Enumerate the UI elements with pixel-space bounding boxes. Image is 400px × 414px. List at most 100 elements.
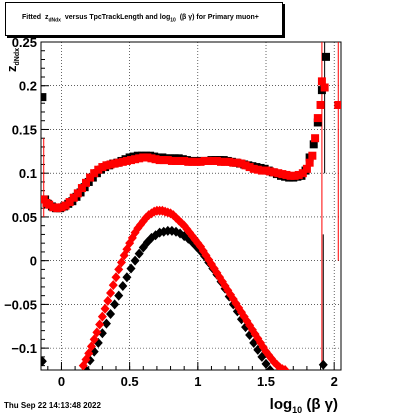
data-point [86,341,96,352]
data-point [106,160,115,169]
x-tick-label: 0 [58,374,65,389]
data-point [155,156,164,165]
data-point [204,156,213,165]
data-point [270,168,279,177]
data-point [97,311,107,322]
data-point [103,295,113,306]
data-point [266,167,275,176]
data-point [65,198,74,207]
data-point [94,165,103,174]
data-point [106,309,116,320]
data-point [97,328,107,339]
data-point [127,156,135,165]
y-tick-label: 0.1 [19,166,37,181]
data-point [278,170,287,179]
data-point [147,154,156,163]
data-point [73,189,82,198]
data-point [318,359,328,370]
data-point [41,93,47,102]
data-point [61,201,70,210]
chart-title: Fitted zdNdx versus TpcTrackLength and l… [22,14,259,24]
data-point [45,200,54,209]
data-point [247,324,257,335]
data-point [69,193,78,202]
data-point [84,348,94,359]
data-point [282,170,291,179]
data-point [106,288,116,299]
data-point [196,157,205,166]
data-point [305,158,314,167]
data-point [100,303,110,314]
data-point [114,264,124,275]
data-markers [41,52,341,392]
data-point [320,83,329,92]
data-point [167,156,176,165]
data-point [245,163,254,172]
data-point [101,318,111,329]
data-point [90,169,99,178]
data-point [208,156,217,165]
data-point [111,272,121,283]
data-point [278,382,287,392]
data-point [82,178,90,187]
data-point [118,281,128,292]
data-point [311,134,320,143]
data-point [298,169,307,178]
y-axis-label: zdNdx [4,48,21,72]
data-point [317,77,326,86]
x-tick-label: 2 [331,374,338,389]
data-point [119,250,129,261]
data-point [122,272,132,283]
x-axis-label: log10 (β γ) [270,396,338,414]
data-point [261,358,271,369]
data-point [253,165,262,174]
data-point [290,171,299,180]
y-tick-label: 0.25 [12,35,37,50]
y-tick-label: 0.15 [12,122,37,137]
data-point [95,319,105,330]
data-point [135,154,144,163]
y-tick-label: 0 [30,254,37,269]
data-point [114,290,124,301]
data-point [57,203,66,212]
data-point [225,157,234,166]
x-tick-label: 0.5 [121,374,139,389]
data-point [262,166,270,175]
data-point [118,157,127,166]
data-point [229,158,238,167]
data-point [217,157,225,166]
data-point [98,163,107,172]
data-point [274,169,283,178]
data-point [110,299,120,310]
data-point [49,203,58,212]
data-point [233,158,242,167]
x-tick-label: 1 [194,374,201,389]
data-point [176,156,185,165]
y-tick-label: 0.2 [19,79,37,94]
data-point [116,257,126,268]
data-point [286,171,295,180]
data-point [180,156,189,165]
data-point [102,161,111,170]
data-point [131,155,140,164]
data-point [163,156,172,165]
data-point [114,158,123,167]
data-point [241,161,250,170]
data-point [188,157,197,166]
data-point [200,156,209,165]
data-point [237,159,246,168]
data-point [184,157,193,166]
data-point [89,334,99,345]
data-point [130,255,140,266]
timestamp-label: Thu Sep 22 14:13:48 2022 [4,401,101,410]
data-point [221,157,230,166]
data-point [265,365,275,370]
data-point [126,263,136,274]
data-point [139,153,148,162]
data-point [41,356,47,367]
data-point [108,280,118,291]
data-point [308,151,317,160]
data-point [316,100,325,109]
data-point [134,248,144,259]
